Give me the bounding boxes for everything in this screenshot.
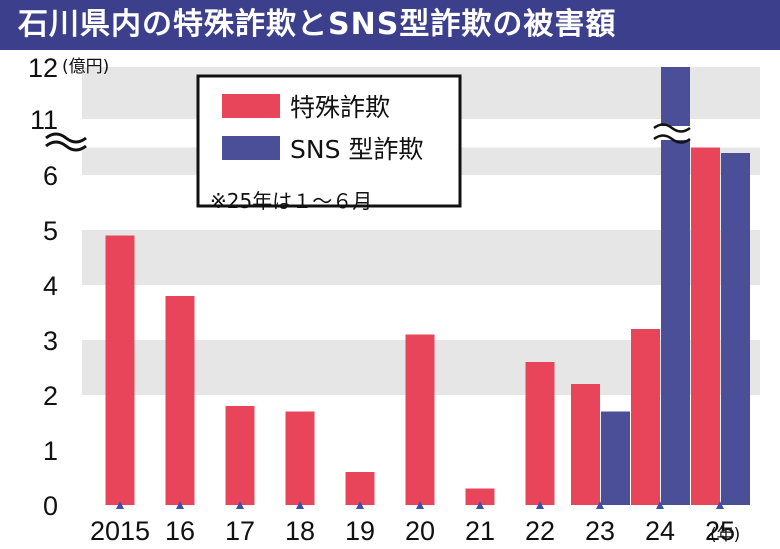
x-tick-marker — [356, 501, 364, 509]
x-tick-marker — [716, 501, 724, 509]
x-tick-marker — [296, 501, 304, 509]
x-tick-label: 16 — [165, 516, 195, 546]
x-tick-marker — [476, 501, 484, 509]
legend-label-sns: SNS 型詐欺 — [290, 135, 423, 164]
x-tick-label: 18 — [285, 516, 315, 546]
bar-tokushu — [571, 384, 600, 505]
bar-tokushu — [165, 296, 195, 505]
bar-tokushu — [345, 472, 375, 505]
legend-swatch-tokushu — [222, 94, 280, 118]
y-tick-label: 0 — [43, 491, 58, 521]
x-tick-marker — [176, 501, 184, 509]
x-tick-label: 21 — [465, 516, 495, 546]
y-tick-label: 12 — [28, 53, 58, 83]
y-tick-label: 4 — [43, 271, 58, 301]
x-tick-label: 17 — [225, 516, 255, 546]
chart-note: ※25年は１～６月 — [210, 189, 372, 213]
x-tick-marker — [416, 501, 424, 509]
axis-break-symbol — [45, 132, 87, 152]
grid-band — [82, 230, 760, 285]
x-tick-marker — [536, 501, 544, 509]
y-tick-label: 3 — [43, 326, 58, 356]
chart-title: 石川県内の特殊詐欺とSNS型詐欺の被害額 — [18, 7, 617, 42]
x-tick-label: 19 — [345, 516, 375, 546]
bar-tokushu — [465, 488, 495, 505]
bar-break-symbol — [653, 123, 691, 144]
x-tick-label: 24 — [645, 516, 675, 546]
bar-tokushu — [225, 406, 255, 505]
y-axis-unit: (億円) — [62, 57, 109, 77]
x-tick-marker — [116, 501, 124, 509]
bars — [105, 67, 750, 505]
bar-tokushu — [105, 235, 135, 505]
x-tick-marker — [656, 501, 664, 509]
x-axis-unit: (年) — [710, 525, 740, 545]
y-tick-label: 2 — [43, 381, 58, 411]
x-tick-marker — [596, 501, 604, 509]
bar-sns — [721, 153, 750, 505]
y-tick-label: 1 — [43, 436, 58, 466]
y-tick-label: 11 — [30, 105, 58, 135]
title-bar: 石川県内の特殊詐欺とSNS型詐欺の被害額 — [0, 0, 780, 50]
bar-tokushu — [285, 411, 315, 505]
bar-sns — [601, 411, 630, 505]
x-tick-marker — [236, 501, 244, 509]
x-tick-label: 2015 — [90, 516, 150, 546]
x-tick-label: 25 — [705, 516, 735, 546]
x-tick-label: 23 — [585, 516, 615, 546]
legend: 特殊詐欺 SNS 型詐欺 — [196, 74, 462, 208]
x-tick-label: 22 — [525, 516, 555, 546]
x-axis: 2015 16 17 18 19 20 21 22 23 24 25 — [90, 501, 735, 546]
legend-label-tokushu: 特殊詐欺 — [290, 93, 390, 122]
bar-tokushu — [405, 334, 435, 505]
bar-tokushu — [631, 329, 660, 505]
x-tick-label: 20 — [405, 516, 435, 546]
y-tick-label: 5 — [43, 216, 58, 246]
y-tick-label: 6 — [43, 161, 58, 191]
bar-tokushu — [525, 362, 555, 505]
bar-tokushu — [691, 147, 720, 505]
legend-swatch-sns — [222, 136, 280, 160]
